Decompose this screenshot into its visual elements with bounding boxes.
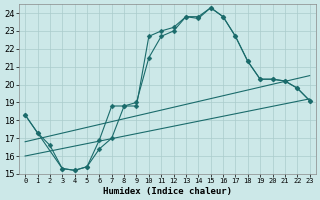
X-axis label: Humidex (Indice chaleur): Humidex (Indice chaleur) xyxy=(103,187,232,196)
